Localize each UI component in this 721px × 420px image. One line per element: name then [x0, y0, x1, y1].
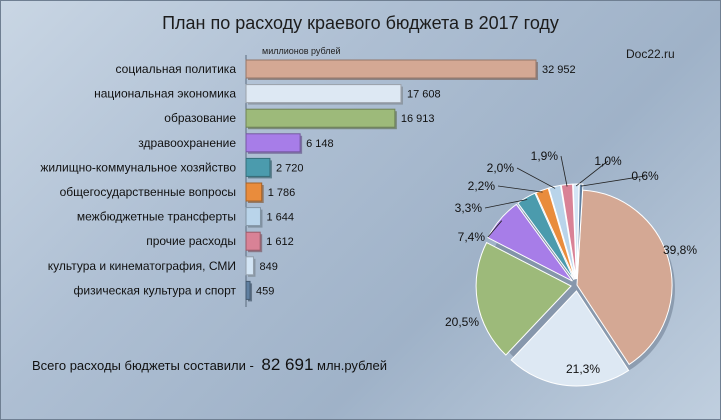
category-label: общегосударственные вопросы [60, 185, 236, 199]
total-value: 82 691 [261, 355, 314, 374]
category-label: жилищно-коммунальное хозяйство [40, 160, 236, 174]
pie-leader-line [575, 160, 609, 187]
pie-slice-6 [548, 184, 577, 280]
bar-5 [245, 182, 263, 202]
pie-label: 20,5% [445, 315, 479, 329]
pie-slice-4 [517, 192, 575, 281]
pie-slice-9 [576, 183, 584, 280]
category-label: социальная политика [116, 62, 237, 76]
pie-label: 3,3% [455, 201, 483, 215]
category-label: национальная экономика [94, 87, 236, 101]
value-label: 17 608 [407, 89, 441, 101]
pie-label: 2,0% [487, 161, 515, 175]
category-label: прочие расходы [146, 234, 236, 248]
pie-leader-line [516, 167, 556, 189]
units-label: миллионов рублей [262, 46, 341, 56]
pie-leader-line [560, 155, 568, 187]
pie-label: 2,2% [468, 179, 496, 193]
pie-label: 1,0% [594, 154, 622, 168]
value-label: 849 [259, 261, 277, 273]
pie-slice-1 [510, 290, 630, 387]
bar-7 [245, 231, 261, 251]
bar-8 [245, 256, 254, 276]
category-label: образование [164, 111, 236, 125]
pie-label: 39,8% [663, 243, 697, 257]
bar-0 [245, 59, 537, 79]
pie-leader-line [484, 199, 528, 209]
pie-slice-2 [475, 241, 572, 356]
value-label: 1 612 [266, 236, 294, 248]
value-label: 16 913 [401, 113, 435, 125]
category-label: культура и кинематография, СМИ [48, 259, 236, 273]
value-label: 1 786 [268, 187, 296, 199]
total-summary: Всего расходы бюджеты составили - 82 691… [32, 355, 387, 375]
value-label: 459 [256, 285, 274, 297]
bar-6 [245, 207, 261, 227]
pie-label: 21,3% [566, 362, 600, 376]
value-label: 32 952 [542, 64, 576, 76]
bar-3 [245, 133, 301, 153]
bar-1 [245, 84, 402, 104]
bar-2 [245, 108, 396, 128]
bar-4 [245, 157, 271, 177]
category-label: здравоохранение [138, 136, 236, 150]
category-label: физическая культура и спорт [74, 283, 237, 297]
pie-leader-line [487, 220, 503, 238]
chart-title: План по расходу краевого бюджета в 2017 … [162, 13, 559, 33]
pie-slice-5 [535, 187, 576, 280]
pie-label: 7,4% [458, 230, 486, 244]
pie-slice-3 [487, 203, 573, 282]
pie-leader-line [581, 175, 646, 187]
pie-slice-0 [576, 189, 673, 366]
value-label: 2 720 [276, 162, 304, 174]
source-label: Doc22.ru [626, 47, 675, 61]
total-prefix: Всего расходы бюджеты составили - [32, 358, 254, 373]
value-label: 6 148 [306, 138, 334, 150]
total-suffix: млн.рублей [317, 358, 388, 373]
value-label: 1 644 [266, 212, 294, 224]
pie-leader-line [497, 185, 543, 193]
pie-label: 1,9% [531, 149, 559, 163]
bar-9 [245, 280, 251, 300]
pie-label: 0,6% [631, 169, 659, 183]
category-label: межбюджетные трансферты [77, 210, 236, 224]
